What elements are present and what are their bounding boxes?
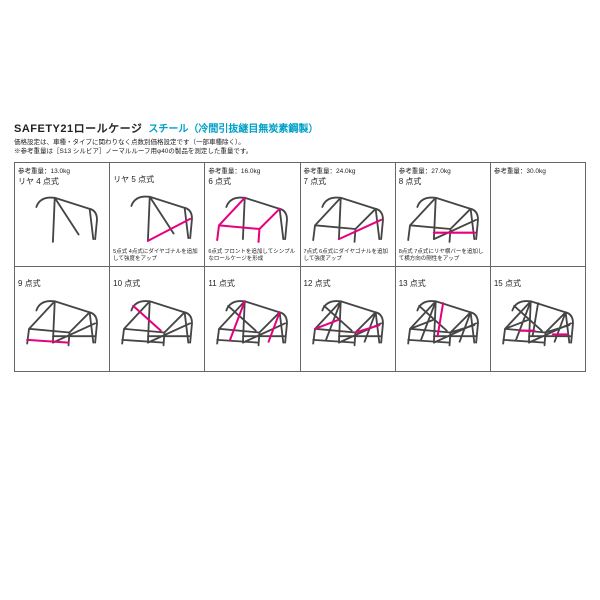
cell-caption (494, 354, 582, 368)
cell-weight: 参考重量：24.0kg (304, 165, 392, 175)
cage-cell: 参考重量：30.0kg (491, 162, 586, 267)
cage-diagram (18, 188, 106, 248)
cell-weight: 参考重量：27.0kg (399, 165, 487, 175)
cell-weight (494, 269, 582, 277)
cell-label: 8 点式 (399, 176, 487, 187)
cell-weight (304, 269, 392, 277)
cell-weight: 参考重量：13.0kg (18, 165, 106, 175)
cell-caption (494, 249, 582, 263)
title-main: SAFETY21ロールケージ (14, 120, 142, 136)
cell-caption (304, 354, 392, 368)
cage-diagram (494, 177, 582, 248)
cell-caption (18, 354, 106, 368)
cell-caption: 5点式 4点式にダイヤゴナルを追加して強度をアップ (113, 249, 201, 263)
cage-diagram (18, 290, 106, 353)
cage-cell: 参考重量：27.0kg8 点式 8点式 7点式にリヤ横バーを追加して横方向の剛性を… (396, 162, 491, 267)
cage-cell: 10 点式 (110, 267, 205, 372)
cell-label: リヤ 4 点式 (18, 176, 106, 187)
cell-caption (208, 354, 296, 368)
cell-caption (113, 354, 201, 368)
cell-weight: 参考重量：30.0kg (494, 165, 582, 175)
cell-weight (399, 269, 487, 277)
cell-label: リヤ 5 点式 (113, 174, 201, 185)
cage-diagram (399, 188, 487, 248)
cell-label: 10 点式 (113, 278, 201, 289)
cell-caption: 8点式 7点式にリヤ横バーを追加して横方向の剛性をアップ (399, 249, 487, 263)
cage-diagram (208, 188, 296, 248)
cage-diagram (304, 188, 392, 248)
cage-cell: 13 点式 (396, 267, 491, 372)
header: SAFETY21ロールケージ スチール（冷間引抜継目無炭素鋼製） 価格設定は、車… (14, 120, 586, 156)
cell-weight (113, 269, 201, 277)
cell-caption: 6点式 フロントを追加してシンプルなロールケージを形成 (208, 249, 296, 263)
title-sub: スチール（冷間引抜継目無炭素鋼製） (148, 120, 318, 135)
cell-label: 12 点式 (304, 278, 392, 289)
cell-label: 9 点式 (18, 278, 106, 289)
cell-weight (113, 165, 201, 173)
cage-cell: 15 点式 (491, 267, 586, 372)
cage-cell: 参考重量：16.0kg6 点式 6点式 フロントを追加してシンプルなロールケージを… (205, 162, 300, 267)
cage-cell: 9 点式 (14, 267, 110, 372)
desc-line-2: ※参考重量は［S13 シルビア］ノーマルルーフ用φ40の製品を測定した重量です。 (14, 147, 586, 156)
cell-caption (399, 354, 487, 368)
cell-weight: 参考重量：16.0kg (208, 165, 296, 175)
cage-cell: 11 点式 (205, 267, 300, 372)
cell-label: 15 点式 (494, 278, 582, 289)
cell-label: 13 点式 (399, 278, 487, 289)
cell-caption (18, 249, 106, 263)
cell-weight (208, 269, 296, 277)
cage-diagram (113, 186, 201, 248)
cell-weight (18, 269, 106, 277)
cage-diagram (494, 290, 582, 353)
cage-cell: リヤ 5 点式 5点式 4点式にダイヤゴナルを追加して強度をアップ (110, 162, 205, 267)
cell-label: 6 点式 (208, 176, 296, 187)
cage-row-2: 9 点式 10 点式 11 点式 12 点式 13 点式 15 点式 (14, 267, 586, 372)
cage-diagram (304, 290, 392, 353)
cage-cell: 参考重量：13.0kgリヤ 4 点式 (14, 162, 110, 267)
cell-caption: 7点式 6点式にダイヤゴナルを追加して強度アップ (304, 249, 392, 263)
cage-diagram (208, 290, 296, 353)
cell-label: 11 点式 (208, 278, 296, 289)
cell-label: 7 点式 (304, 176, 392, 187)
desc-line-1: 価格設定は、車種・タイプに関わりなく点数別価格設定です（一部車種除く）。 (14, 138, 586, 147)
cage-cell: 参考重量：24.0kg7 点式 7点式 6点式にダイヤゴナルを追加して強度アップ (301, 162, 396, 267)
cage-diagram (113, 290, 201, 353)
cage-row-1: 参考重量：13.0kgリヤ 4 点式リヤ 5 点式 5点式 4点式にダイヤゴナルを… (14, 162, 586, 267)
cage-cell: 12 点式 (301, 267, 396, 372)
cage-diagram (399, 290, 487, 353)
